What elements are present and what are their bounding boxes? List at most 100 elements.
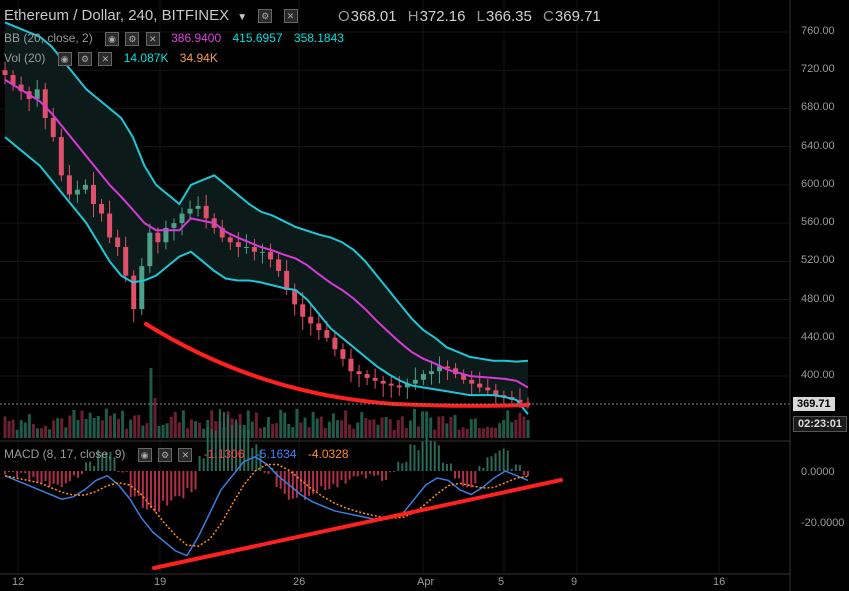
price-tick: 640.00 — [801, 139, 835, 152]
volume-bar — [181, 410, 185, 438]
settings-icon[interactable]: ⚙ — [125, 31, 140, 46]
volume-bar — [112, 413, 116, 438]
macd-hist-bar — [352, 471, 355, 477]
close-icon[interactable]: ✕ — [283, 9, 298, 24]
volume-bar — [331, 413, 335, 438]
high-key: H — [407, 8, 419, 25]
bb-upper-value: 415.6957 — [232, 31, 283, 45]
eye-icon[interactable]: ◉ — [137, 447, 152, 462]
macd-value: -5.1634 — [255, 447, 297, 461]
candle-body — [485, 387, 491, 391]
bb-legend[interactable]: BB (20, close, 2) ◉ ⚙ ✕ 386.9400 415.695… — [4, 31, 344, 46]
macd-hist-bar — [413, 444, 416, 471]
symbol-title[interactable]: Ethereum / Dollar, 240, BITFINEX — [4, 7, 230, 24]
volume-bar — [177, 422, 181, 438]
close-icon[interactable]: ✕ — [145, 31, 160, 46]
volume-bar — [340, 420, 344, 438]
macd-hist-bar — [186, 471, 189, 488]
macd-hist-bar — [332, 471, 335, 485]
volume-bar — [254, 412, 258, 438]
bb-lower-line — [4, 136, 529, 415]
vol-label: Vol (20) — [4, 51, 46, 65]
macd-hist-bar — [210, 429, 213, 471]
volume-bar — [185, 428, 189, 438]
symbol-header[interactable]: Ethereum / Dollar, 240, BITFINEX ▼ ⚙ ✕ — [4, 7, 302, 24]
volume-bar — [315, 418, 319, 438]
candle-body — [308, 316, 314, 324]
price-tick: 400.00 — [801, 369, 835, 381]
volume-bar — [145, 423, 149, 438]
macd-signal-value: -4.0328 — [307, 447, 349, 461]
volume-bar — [108, 415, 112, 438]
candle-body — [243, 247, 249, 248]
macd-hist-bar — [437, 445, 440, 471]
volume-bar — [461, 427, 465, 438]
candle-body — [34, 89, 40, 99]
vol-ma-value: 34.94K — [179, 51, 218, 65]
macd-hist-bar — [328, 471, 331, 489]
time-tick: 9 — [571, 576, 578, 588]
candle-body — [10, 75, 16, 85]
volume-bar — [429, 417, 433, 438]
volume-bar — [445, 423, 449, 438]
macd-hist-bar — [89, 461, 92, 471]
eye-icon[interactable]: ◉ — [57, 51, 72, 66]
macd-hist-bar — [117, 471, 120, 472]
ohlc-readout: O368.01 H372.16 L366.35 C369.71 — [338, 8, 608, 25]
macd-hist-bar — [336, 471, 339, 488]
settings-icon[interactable]: ⚙ — [158, 447, 173, 462]
dropdown-icon[interactable]: ▼ — [237, 12, 248, 23]
volume-bar — [262, 427, 266, 438]
vol-legend[interactable]: Vol (20) ◉ ⚙ ✕ 14.087K 34.94K — [4, 51, 218, 66]
macd-hist-bar — [4, 471, 6, 475]
macd-hist-bar — [121, 471, 124, 473]
macd-hist-bar — [263, 471, 266, 473]
macd-hist-bar — [64, 471, 67, 484]
volume-bar — [104, 408, 108, 438]
volume-bar — [348, 424, 352, 438]
time-tick: 12 — [12, 576, 25, 588]
settings-icon[interactable]: ⚙ — [78, 51, 93, 66]
volume-bar — [129, 419, 133, 438]
volume-bar — [246, 410, 250, 438]
macd-hist-bar — [376, 471, 379, 476]
candle-body — [356, 371, 362, 375]
volume-bar — [437, 416, 441, 438]
macd-legend[interactable]: MACD (8, 17, close, 9) ◉ ⚙ ✕ -1.1306 -5.… — [4, 447, 349, 462]
macd-hist-bar — [40, 471, 43, 484]
macd-hist-bar — [478, 466, 481, 471]
macd-hist-bar — [482, 467, 485, 471]
bb-label: BB (20, close, 2) — [4, 31, 93, 45]
time-tick: 16 — [713, 576, 726, 588]
macd-hist-bar — [389, 471, 392, 473]
macd-hist-bar — [206, 426, 209, 471]
macd-hist-bar — [222, 412, 225, 471]
macd-hist-bar — [198, 455, 201, 471]
bb-cloud — [5, 22, 528, 415]
volume-bar — [469, 419, 473, 438]
candle-body — [179, 213, 185, 224]
volume-bar — [189, 419, 193, 438]
macd-hist-bar — [490, 456, 493, 471]
candle-body — [42, 89, 48, 118]
volume-bar — [425, 411, 429, 438]
macd-hist-bar — [522, 471, 525, 476]
trend-line-price — [144, 322, 530, 408]
macd-hist-bar — [235, 419, 238, 471]
close-icon[interactable]: ✕ — [98, 51, 113, 66]
settings-icon[interactable]: ⚙ — [258, 9, 273, 24]
eye-icon[interactable]: ◉ — [105, 31, 120, 46]
close-icon[interactable]: ✕ — [178, 447, 193, 462]
macd-hist-bar — [364, 471, 367, 479]
macd-hist-bar — [145, 471, 148, 510]
candle-body — [259, 251, 265, 253]
macd-hist-bar — [320, 471, 323, 487]
volume-bar — [502, 419, 506, 438]
bb-basis-value: 386.9400 — [171, 31, 222, 45]
candle-body — [99, 204, 105, 214]
volume-bar — [31, 424, 35, 438]
volume-bar — [137, 415, 141, 438]
macd-hist-bar — [510, 468, 513, 471]
candle-body — [517, 399, 523, 403]
